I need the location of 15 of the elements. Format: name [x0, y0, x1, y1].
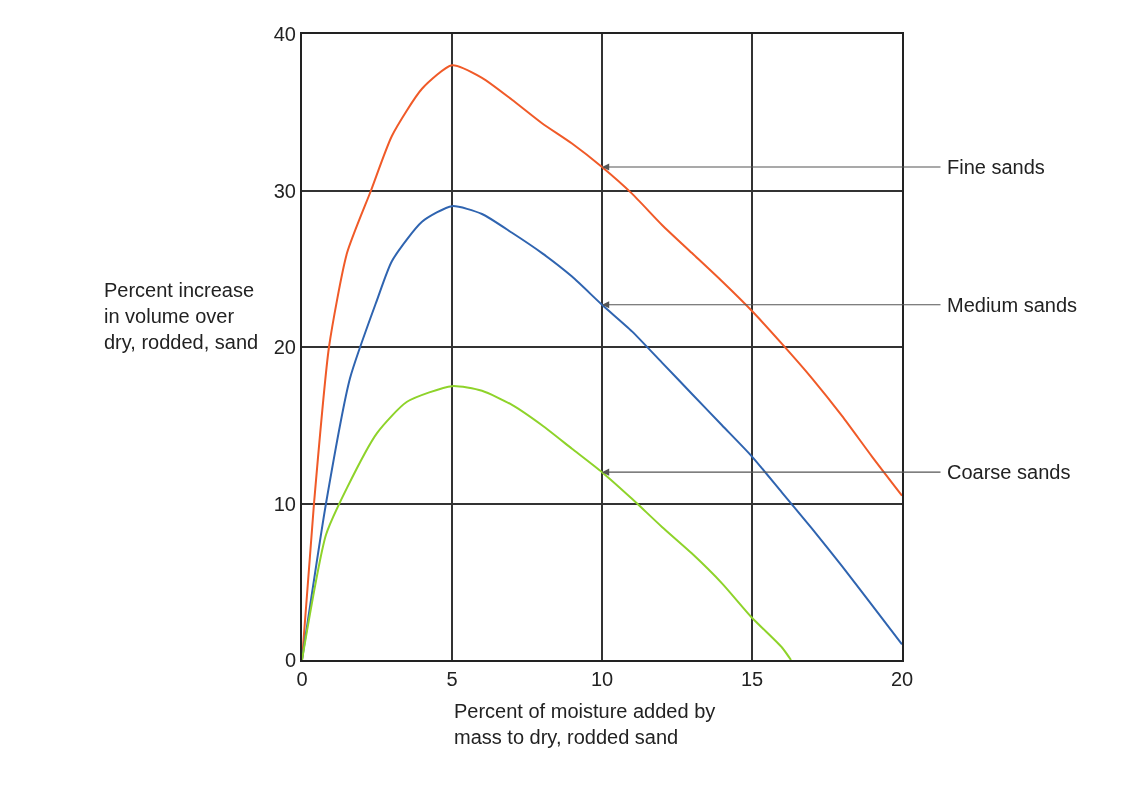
x-tick-label: 10 — [590, 668, 614, 690]
y-tick-label: 20 — [273, 336, 296, 358]
y-tick-label: 30 — [273, 179, 296, 202]
x-axis-title: Percent of moisture added by mass to dry, rodded sand — [454, 700, 716, 748]
x-tick-label: 15 — [740, 668, 764, 690]
y-tick-label: 10 — [273, 492, 296, 515]
y-axis-title: Percent increase in volume over dry, rodded, sand — [104, 279, 259, 353]
line-series — [302, 385, 792, 660]
y-tick-label: 0 — [284, 649, 296, 671]
y-tick-label: 40 — [273, 23, 296, 45]
text: Fine sands — [947, 156, 1045, 178]
x-tick-label: 5 — [446, 668, 458, 690]
x-tick-label: 20 — [890, 668, 914, 690]
text: Coarse sands — [947, 461, 1071, 483]
text: Medium sands — [947, 294, 1078, 316]
